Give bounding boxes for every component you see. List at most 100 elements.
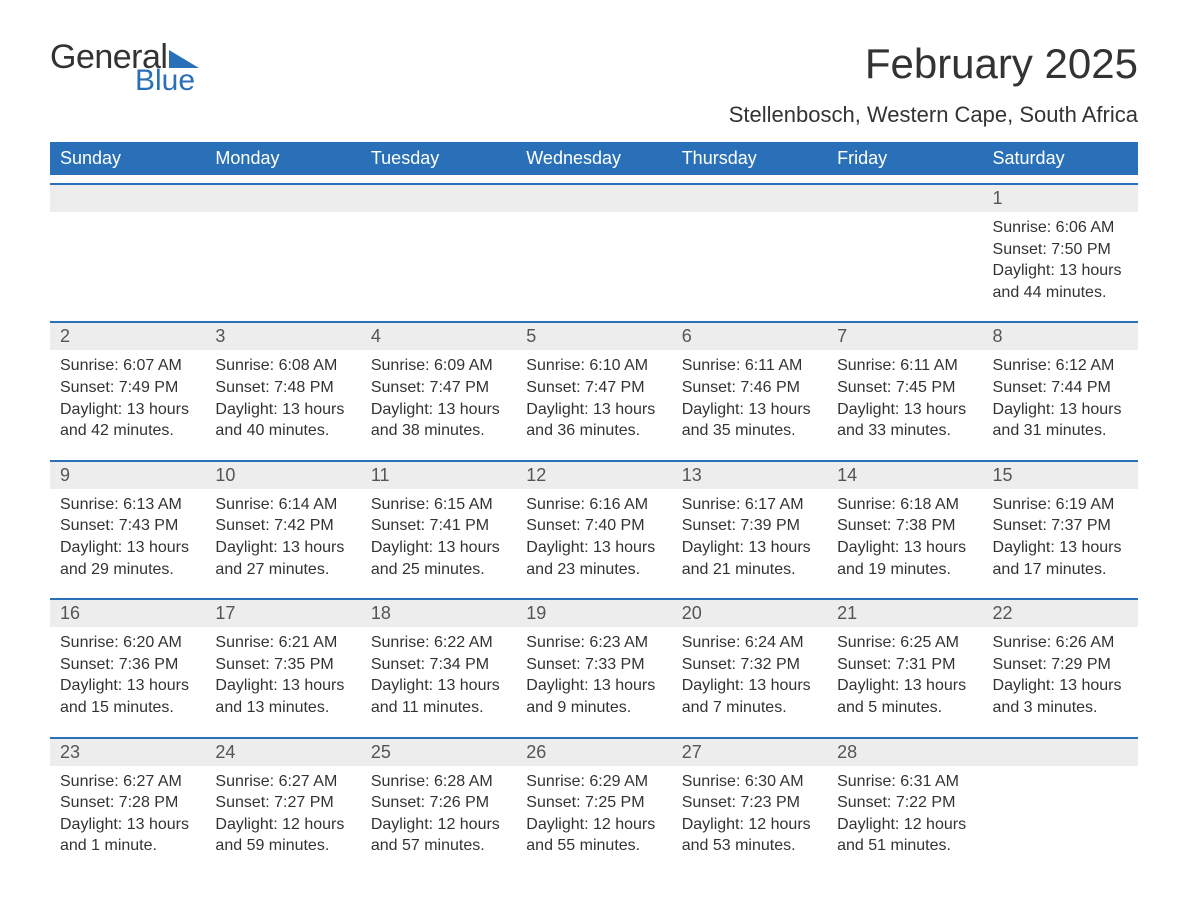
sunset-line: Sunset: 7:28 PM [60, 792, 195, 814]
daylight-line: Daylight: 13 hours and 13 minutes. [215, 675, 350, 718]
page-subtitle: Stellenbosch, Western Cape, South Africa [50, 102, 1138, 128]
sunrise-line: Sunrise: 6:07 AM [60, 355, 195, 377]
daylight-line: Daylight: 12 hours and 59 minutes. [215, 814, 350, 857]
day-detail: Sunrise: 6:29 AMSunset: 7:25 PMDaylight:… [516, 766, 671, 867]
daylight-line: Daylight: 13 hours and 9 minutes. [526, 675, 661, 718]
day-detail: Sunrise: 6:27 AMSunset: 7:28 PMDaylight:… [50, 766, 205, 867]
sunset-line: Sunset: 7:50 PM [993, 239, 1128, 261]
day-detail: Sunrise: 6:09 AMSunset: 7:47 PMDaylight:… [361, 350, 516, 451]
day-number: 8 [983, 323, 1138, 350]
daylight-line: Daylight: 13 hours and 17 minutes. [993, 537, 1128, 580]
calendar-week: 232425262728Sunrise: 6:27 AMSunset: 7:28… [50, 737, 1138, 867]
sunrise-line: Sunrise: 6:20 AM [60, 632, 195, 654]
sunset-line: Sunset: 7:43 PM [60, 515, 195, 537]
day-detail: Sunrise: 6:06 AMSunset: 7:50 PMDaylight:… [983, 212, 1138, 313]
calendar-week: 2345678Sunrise: 6:07 AMSunset: 7:49 PMDa… [50, 321, 1138, 451]
sunrise-line: Sunrise: 6:12 AM [993, 355, 1128, 377]
sunset-line: Sunset: 7:39 PM [682, 515, 817, 537]
day-detail [983, 766, 1138, 867]
day-detail: Sunrise: 6:23 AMSunset: 7:33 PMDaylight:… [516, 627, 671, 728]
day-number: 5 [516, 323, 671, 350]
sunrise-line: Sunrise: 6:09 AM [371, 355, 506, 377]
sunrise-line: Sunrise: 6:30 AM [682, 771, 817, 793]
brand-logo: General Blue [50, 40, 199, 96]
day-detail: Sunrise: 6:12 AMSunset: 7:44 PMDaylight:… [983, 350, 1138, 451]
day-number: 21 [827, 600, 982, 627]
sunrise-line: Sunrise: 6:11 AM [682, 355, 817, 377]
daylight-line: Daylight: 13 hours and 7 minutes. [682, 675, 817, 718]
day-number: 19 [516, 600, 671, 627]
sunrise-line: Sunrise: 6:31 AM [837, 771, 972, 793]
day-number-row: 1 [50, 183, 1138, 212]
daylight-line: Daylight: 12 hours and 53 minutes. [682, 814, 817, 857]
sunset-line: Sunset: 7:27 PM [215, 792, 350, 814]
day-number: 15 [983, 462, 1138, 489]
calendar: SundayMondayTuesdayWednesdayThursdayFrid… [50, 142, 1138, 867]
sunset-line: Sunset: 7:47 PM [526, 377, 661, 399]
daylight-line: Daylight: 13 hours and 21 minutes. [682, 537, 817, 580]
daylight-line: Daylight: 12 hours and 51 minutes. [837, 814, 972, 857]
sunset-line: Sunset: 7:48 PM [215, 377, 350, 399]
sunset-line: Sunset: 7:38 PM [837, 515, 972, 537]
day-detail: Sunrise: 6:30 AMSunset: 7:23 PMDaylight:… [672, 766, 827, 867]
day-number-row: 16171819202122 [50, 598, 1138, 627]
day-number: 3 [205, 323, 360, 350]
sunset-line: Sunset: 7:32 PM [682, 654, 817, 676]
day-number: 22 [983, 600, 1138, 627]
sunset-line: Sunset: 7:44 PM [993, 377, 1128, 399]
sunset-line: Sunset: 7:49 PM [60, 377, 195, 399]
day-detail [361, 212, 516, 313]
day-number: 16 [50, 600, 205, 627]
day-number [50, 185, 205, 212]
day-detail [516, 212, 671, 313]
day-number-row: 232425262728 [50, 737, 1138, 766]
day-detail: Sunrise: 6:15 AMSunset: 7:41 PMDaylight:… [361, 489, 516, 590]
day-number [361, 185, 516, 212]
daylight-line: Daylight: 13 hours and 27 minutes. [215, 537, 350, 580]
weekday-header: Saturday [983, 142, 1138, 175]
day-detail-row: Sunrise: 6:27 AMSunset: 7:28 PMDaylight:… [50, 766, 1138, 867]
day-number [827, 185, 982, 212]
sunset-line: Sunset: 7:47 PM [371, 377, 506, 399]
daylight-line: Daylight: 13 hours and 35 minutes. [682, 399, 817, 442]
page-title: February 2025 [865, 40, 1138, 88]
day-detail: Sunrise: 6:14 AMSunset: 7:42 PMDaylight:… [205, 489, 360, 590]
sunset-line: Sunset: 7:36 PM [60, 654, 195, 676]
day-number: 17 [205, 600, 360, 627]
daylight-line: Daylight: 13 hours and 29 minutes. [60, 537, 195, 580]
daylight-line: Daylight: 13 hours and 19 minutes. [837, 537, 972, 580]
day-detail [205, 212, 360, 313]
daylight-line: Daylight: 13 hours and 23 minutes. [526, 537, 661, 580]
sunrise-line: Sunrise: 6:15 AM [371, 494, 506, 516]
day-number-row: 9101112131415 [50, 460, 1138, 489]
header: General Blue February 2025 [50, 40, 1138, 96]
day-detail [672, 212, 827, 313]
day-number: 9 [50, 462, 205, 489]
day-detail: Sunrise: 6:11 AMSunset: 7:46 PMDaylight:… [672, 350, 827, 451]
daylight-line: Daylight: 13 hours and 5 minutes. [837, 675, 972, 718]
day-detail: Sunrise: 6:17 AMSunset: 7:39 PMDaylight:… [672, 489, 827, 590]
day-number: 28 [827, 739, 982, 766]
sunrise-line: Sunrise: 6:26 AM [993, 632, 1128, 654]
calendar-header-row: SundayMondayTuesdayWednesdayThursdayFrid… [50, 142, 1138, 175]
weekday-header: Sunday [50, 142, 205, 175]
sunset-line: Sunset: 7:45 PM [837, 377, 972, 399]
sunrise-line: Sunrise: 6:14 AM [215, 494, 350, 516]
daylight-line: Daylight: 13 hours and 31 minutes. [993, 399, 1128, 442]
sunrise-line: Sunrise: 6:21 AM [215, 632, 350, 654]
day-detail: Sunrise: 6:24 AMSunset: 7:32 PMDaylight:… [672, 627, 827, 728]
day-number: 14 [827, 462, 982, 489]
sunset-line: Sunset: 7:37 PM [993, 515, 1128, 537]
calendar-week: 16171819202122Sunrise: 6:20 AMSunset: 7:… [50, 598, 1138, 728]
sunset-line: Sunset: 7:40 PM [526, 515, 661, 537]
day-detail-row: Sunrise: 6:13 AMSunset: 7:43 PMDaylight:… [50, 489, 1138, 590]
day-number [516, 185, 671, 212]
sunset-line: Sunset: 7:34 PM [371, 654, 506, 676]
day-number: 20 [672, 600, 827, 627]
day-detail: Sunrise: 6:19 AMSunset: 7:37 PMDaylight:… [983, 489, 1138, 590]
sunset-line: Sunset: 7:22 PM [837, 792, 972, 814]
day-number: 25 [361, 739, 516, 766]
weekday-header: Tuesday [361, 142, 516, 175]
brand-blue: Blue [135, 66, 199, 96]
day-detail: Sunrise: 6:16 AMSunset: 7:40 PMDaylight:… [516, 489, 671, 590]
